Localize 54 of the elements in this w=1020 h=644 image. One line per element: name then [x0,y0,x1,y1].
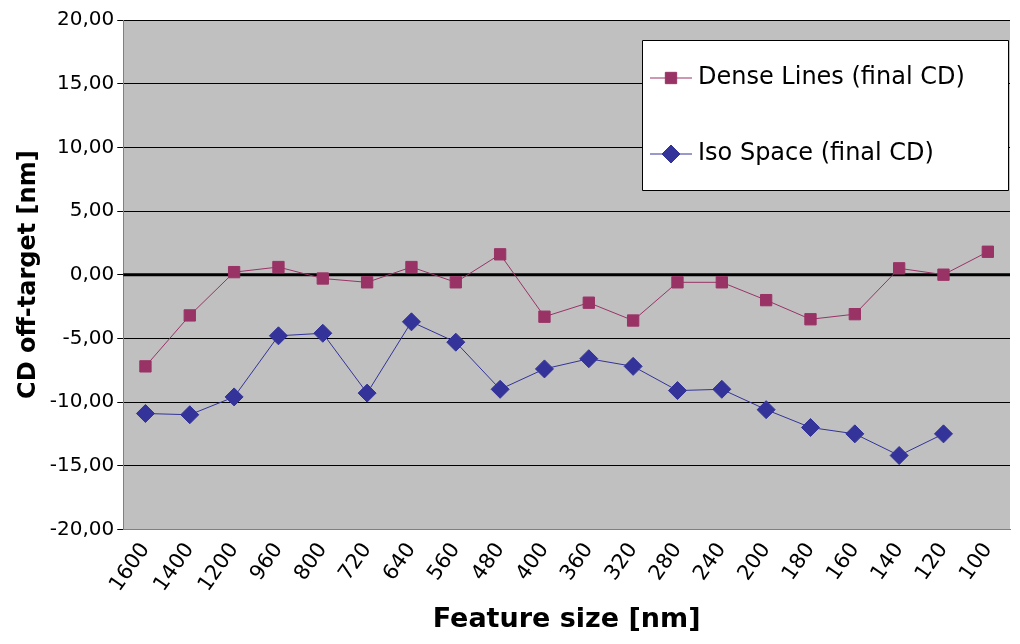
point [313,323,333,343]
point [756,400,776,420]
point [405,260,418,274]
point [981,245,994,258]
point [449,276,462,289]
point [626,314,640,327]
point [715,276,728,289]
point [667,381,687,401]
point [493,248,507,261]
y-tick-label: 10,00 [57,133,115,158]
point [800,417,820,437]
x-tick-label: 720 [333,537,376,585]
point [623,356,643,376]
y-tick-label: 0,00 [69,260,115,285]
point [139,360,152,373]
point [316,272,329,285]
y-tick-label: -20,00 [49,515,115,540]
point [357,383,377,403]
point [135,403,155,423]
point [712,379,732,399]
point [490,379,510,399]
x-tick-label: 480 [466,537,509,585]
point [534,359,554,379]
point [937,268,950,281]
legend-label: Iso Space (final CD) [698,138,934,167]
point [934,424,953,444]
point [848,308,861,321]
point [227,265,241,279]
point [446,332,466,352]
point [845,424,865,444]
y-tick-label: 15,00 [57,69,115,94]
y-tick-label: -15,00 [49,451,115,476]
point [582,296,595,309]
point [183,309,196,322]
y-tick-label: -5,00 [62,324,115,349]
point [759,294,773,307]
point [268,326,288,346]
point [224,387,244,407]
point [804,313,817,326]
y-tick-label: -10,00 [49,388,115,413]
point [401,312,421,332]
point [538,310,551,323]
point [889,446,909,466]
y-tick-label: 20,00 [57,6,115,31]
legend-label: Dense Lines (final CD) [698,62,965,91]
point [272,260,285,274]
x-axis-title: Feature size [nm] [432,601,701,633]
point [579,349,599,369]
point [360,276,374,289]
y-axis-title: CD off-target [nm] [12,150,41,399]
point [893,262,906,275]
y-tick-label: 5,00 [69,197,115,222]
point [180,405,200,425]
point [671,276,684,289]
